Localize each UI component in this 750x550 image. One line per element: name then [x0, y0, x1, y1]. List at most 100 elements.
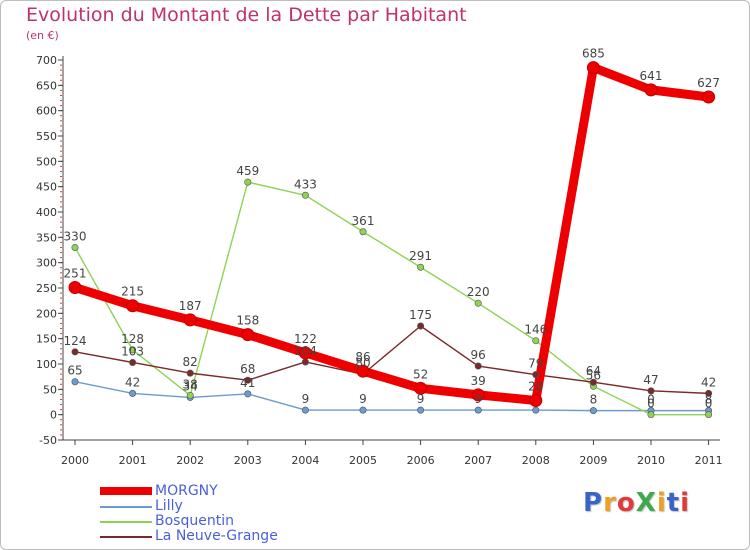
logo-letter: P: [583, 488, 604, 518]
point-bosquentin: [532, 337, 540, 345]
point-morgny: [183, 313, 197, 327]
data-label-la-neuve-grange: 80: [355, 356, 370, 370]
y-tick-label: 600: [36, 105, 57, 118]
y-tick-label: 500: [36, 155, 57, 168]
series-line-lilly: [74, 381, 710, 412]
data-label-morgny: 627: [697, 76, 720, 90]
point-morgny: [529, 393, 543, 407]
data-label-morgny: 86: [355, 350, 370, 364]
logo-letter: r: [603, 488, 617, 518]
point-lilly: [301, 406, 309, 414]
point-morgny: [644, 83, 658, 97]
series-points: [68, 61, 716, 419]
logo-letter: t: [666, 488, 681, 518]
point-bosquentin: [705, 411, 713, 419]
x-tick-label: 2010: [637, 454, 665, 467]
logo-letter: o: [616, 488, 636, 518]
y-tick-label: -50: [39, 434, 57, 447]
logo-letter: i: [656, 488, 667, 518]
data-label-morgny: 52: [413, 367, 428, 381]
point-lilly: [129, 389, 137, 397]
chart-title: Evolution du Montant de la Dette par Hab…: [26, 4, 467, 26]
x-tick-label: 2008: [522, 454, 550, 467]
point-la-neuve-grange: [186, 369, 194, 377]
y-tick-label: 550: [36, 130, 57, 143]
x-tick-label: 2005: [349, 454, 377, 467]
y-tick-label: 250: [36, 282, 57, 295]
point-lilly: [71, 378, 79, 386]
point-bosquentin: [244, 178, 252, 186]
point-morgny: [126, 299, 140, 313]
y-tick-label: 0: [50, 409, 57, 422]
point-la-neuve-grange: [417, 322, 425, 330]
data-label-la-neuve-grange: 82: [183, 355, 198, 369]
point-morgny: [586, 61, 600, 75]
point-morgny: [241, 328, 255, 342]
point-lilly: [474, 406, 482, 414]
point-morgny: [298, 346, 312, 360]
logo-letter: i: [680, 488, 691, 518]
point-la-neuve-grange: [647, 387, 655, 395]
point-bosquentin: [71, 243, 79, 251]
y-tick-label: 700: [36, 54, 57, 67]
point-morgny: [471, 388, 485, 402]
x-tick-label: 2011: [695, 454, 723, 467]
data-label-la-neuve-grange: 68: [240, 362, 255, 376]
data-label-bosquentin: 0: [647, 397, 655, 411]
data-label-la-neuve-grange: 42: [701, 375, 716, 389]
series-line-la-neuve-grange: [74, 325, 710, 395]
data-label-lilly: 8: [705, 393, 713, 407]
series-line-morgny: [70, 63, 714, 405]
y-tick-label: 300: [36, 257, 57, 270]
point-bosquentin: [359, 228, 367, 236]
y-tick-label: 400: [36, 206, 57, 219]
point-la-neuve-grange: [705, 389, 713, 397]
point-morgny: [68, 280, 82, 294]
data-label-morgny: 39: [471, 374, 486, 388]
x-tick-label: 2007: [464, 454, 492, 467]
proxiti-logo: ProXiti: [583, 488, 690, 518]
data-label-lilly: 34: [183, 379, 198, 393]
data-label-la-neuve-grange: 124: [64, 334, 87, 348]
data-label-morgny: 187: [179, 299, 202, 313]
logo-letter: X: [635, 488, 657, 518]
legend-swatch-la-neuve-grange: [100, 536, 152, 538]
y-tick-label: 650: [36, 79, 57, 92]
legend-swatch-lilly: [100, 506, 152, 508]
data-label-la-neuve-grange: 96: [471, 348, 486, 362]
point-bosquentin: [186, 391, 194, 399]
data-label-la-neuve-grange: 104: [294, 344, 317, 358]
x-tick-label: 2001: [119, 454, 147, 467]
x-tick-label: 2002: [176, 454, 204, 467]
x-tick-label: 2000: [61, 454, 89, 467]
data-label-lilly: 65: [67, 364, 82, 378]
x-tick-label: 2004: [291, 454, 319, 467]
data-label-lilly: 9: [302, 392, 310, 406]
series-line-bosquentin: [74, 181, 710, 416]
y-tick-label: 350: [36, 231, 57, 244]
x-tick-label: 2009: [579, 454, 607, 467]
point-la-neuve-grange: [474, 362, 482, 370]
point-la-neuve-grange: [532, 371, 540, 379]
data-label-morgny: 641: [640, 69, 663, 83]
data-label-bosquentin: 433: [294, 177, 317, 191]
data-label-lilly: 8: [590, 393, 598, 407]
series-lines: [70, 63, 714, 416]
data-label-la-neuve-grange: 79: [528, 357, 543, 371]
chart-subtitle: (en €): [26, 29, 59, 42]
data-label-lilly: 42: [125, 375, 140, 389]
point-bosquentin: [417, 263, 425, 271]
data-label-bosquentin: 38: [183, 377, 198, 391]
data-label-morgny: 251: [64, 266, 87, 280]
data-label-bosquentin: 146: [524, 323, 547, 337]
point-bosquentin: [474, 299, 482, 307]
data-label-lilly: 9: [417, 392, 425, 406]
legend-label-bosquentin: Bosquentin: [155, 513, 234, 529]
y-tick-label: 450: [36, 181, 57, 194]
data-label-bosquentin: 459: [236, 164, 259, 178]
point-morgny: [356, 364, 370, 378]
data-label-bosquentin: 128: [121, 332, 144, 346]
x-tick-label: 2003: [234, 454, 262, 467]
